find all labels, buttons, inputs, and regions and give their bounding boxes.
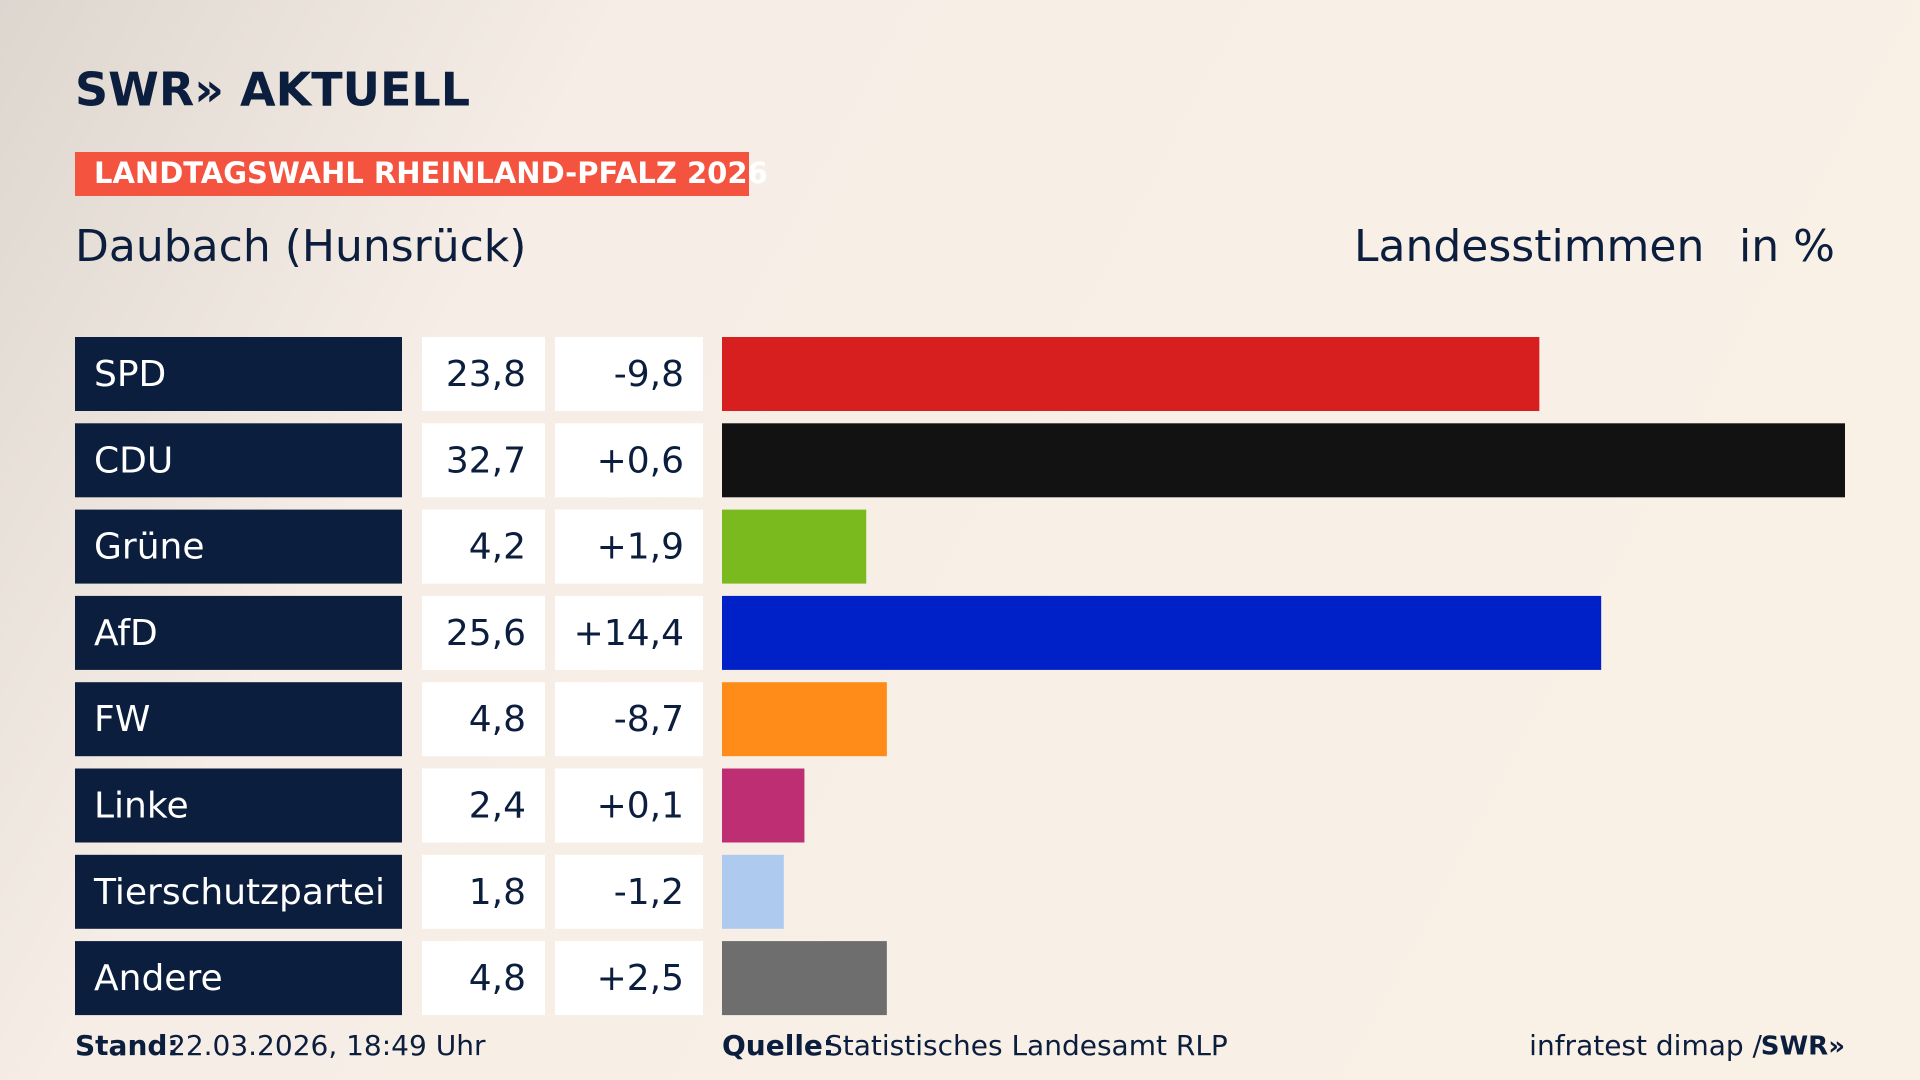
- party-name: Linke: [94, 786, 189, 827]
- value-label: 23,8: [446, 354, 526, 395]
- change-cell: [555, 423, 703, 498]
- bar: [722, 682, 887, 757]
- change-label: +14,4: [574, 613, 684, 654]
- value-cell: [422, 682, 545, 757]
- change-cell: [555, 337, 703, 411]
- change-cell: [555, 682, 703, 757]
- party-cell: [75, 854, 402, 929]
- brand: SWR» AKTUELL: [75, 63, 470, 117]
- value-label: 25,6: [446, 613, 526, 654]
- change-cell: [555, 768, 703, 843]
- change-label: +2,5: [597, 958, 684, 999]
- subtitle: Landesstimmen: [1354, 221, 1704, 272]
- party-cell: [75, 337, 402, 411]
- bar: [722, 423, 1845, 498]
- value-label: 4,2: [469, 527, 526, 568]
- party-name: Tierschutzpartei: [93, 872, 385, 913]
- party-name: AfD: [94, 613, 158, 654]
- change-cell: [555, 854, 703, 929]
- value-label: 2,4: [469, 786, 526, 827]
- tag-box: [75, 152, 749, 196]
- change-cell: [555, 595, 703, 670]
- party-name: CDU: [94, 440, 173, 481]
- credit-brand: SWR»: [1761, 1032, 1845, 1062]
- bar: [722, 337, 1540, 411]
- bar: [722, 854, 784, 929]
- bar: [722, 509, 867, 584]
- bar: [722, 941, 887, 1016]
- value-cell: [422, 423, 545, 498]
- value-cell: [422, 595, 545, 670]
- tag: LANDTAGSWAHL RHEINLAND-PFALZ 2026: [94, 156, 768, 190]
- value-label: 1,8: [469, 872, 526, 913]
- change-label: +0,1: [597, 786, 684, 827]
- source-label: Quelle:: [722, 1029, 834, 1062]
- change-label: -8,7: [614, 699, 684, 740]
- chart-title: Daubach (Hunsrück): [75, 221, 526, 272]
- stand-label: Stand:: [75, 1029, 179, 1062]
- party-cell: [75, 509, 402, 584]
- value-cell: [422, 337, 545, 411]
- party-name: FW: [94, 699, 150, 740]
- party-name: SPD: [94, 354, 166, 395]
- party-cell: [75, 768, 402, 843]
- party-cell: [75, 682, 402, 757]
- change-label: -1,2: [614, 872, 684, 913]
- change-label: +1,9: [597, 527, 684, 568]
- party-cell: [75, 941, 402, 1016]
- value-cell: [422, 509, 545, 584]
- party-cell: [75, 423, 402, 498]
- party-cell: [75, 595, 402, 670]
- value-label: 32,7: [446, 440, 526, 481]
- value-cell: [422, 854, 545, 929]
- value-label: 4,8: [469, 699, 526, 740]
- credit: infratest dimap /: [1529, 1029, 1762, 1062]
- party-name: Grüne: [94, 527, 204, 568]
- value-cell: [422, 768, 545, 843]
- source: Statistisches Landesamt RLP: [825, 1029, 1228, 1062]
- bar: [722, 595, 1602, 670]
- bar: [722, 768, 805, 843]
- change-cell: [555, 509, 703, 584]
- value-cell: [422, 941, 545, 1016]
- stand: 22.03.2026, 18:49 Uhr: [168, 1029, 486, 1062]
- value-label: 4,8: [469, 958, 526, 999]
- change-label: -9,8: [614, 354, 684, 395]
- change-label: +0,6: [597, 440, 684, 481]
- party-name: Andere: [94, 958, 223, 999]
- change-cell: [555, 941, 703, 1016]
- unit: in %: [1739, 221, 1835, 272]
